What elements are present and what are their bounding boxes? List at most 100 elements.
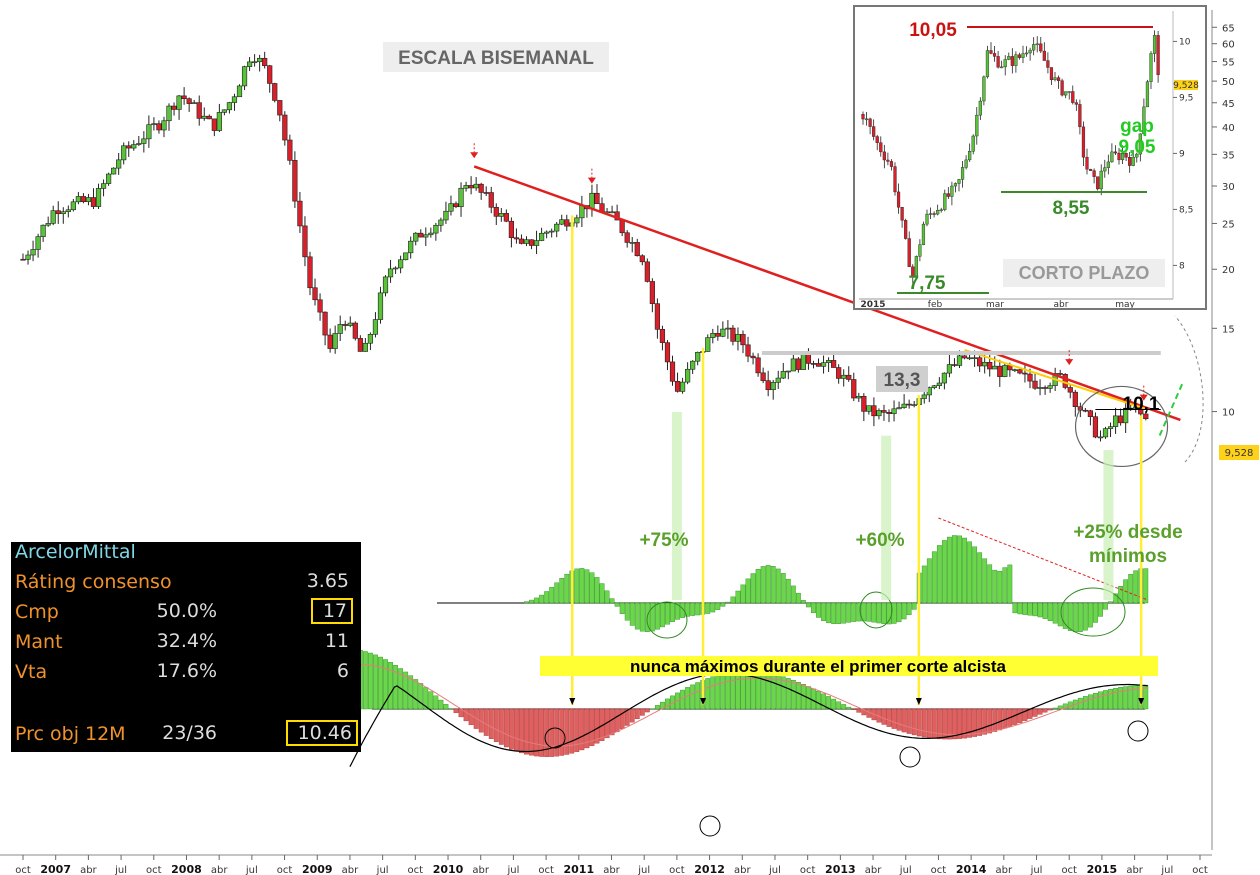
candle: [549, 228, 555, 238]
osc1-bar: [1007, 564, 1013, 604]
candle: [25, 250, 31, 265]
candle: [941, 372, 947, 390]
osc2-bar: [594, 708, 600, 744]
inset-candle: [1110, 143, 1114, 163]
x-tick-label: abr: [603, 865, 620, 875]
osc2-bar: [926, 708, 932, 739]
candle: [156, 120, 162, 134]
osc2-cross-circle: [544, 727, 566, 749]
candle: [715, 325, 721, 341]
osc1-bar: [1057, 602, 1063, 627]
x-axis: oct 2007 abr jul oct 2008 abr jul oct 2009 abr jul o…: [0, 854, 1212, 875]
osc1-bar: [539, 594, 544, 604]
chart-title: ESCALA BISEMANAL: [398, 48, 594, 69]
candle: [1022, 364, 1028, 383]
osc1-bar: [992, 569, 998, 604]
gain-75-label: +75%: [639, 530, 688, 551]
candle: [755, 353, 761, 377]
candle: [679, 377, 686, 394]
osc1-bar: [821, 602, 826, 622]
osc1-bar: [1042, 602, 1048, 619]
candle: [413, 232, 419, 246]
osc2-bar: [524, 708, 529, 755]
inset-candle: [1117, 147, 1121, 165]
osc2-bar: [831, 698, 837, 710]
inset-candle: [911, 264, 915, 285]
osc1-bar: [720, 602, 726, 607]
candle: [398, 255, 404, 274]
candle: [634, 238, 640, 257]
osc1-bar: [554, 582, 560, 604]
osc1-bar: [952, 535, 957, 604]
candle: [35, 233, 41, 258]
inset-candle: [1156, 31, 1160, 83]
inset-candle: [1049, 67, 1054, 85]
x-tick-label: abr: [865, 865, 882, 875]
y-tick-label: 10: [1222, 408, 1235, 419]
candle: [408, 236, 414, 259]
y-tick-label: 60: [1222, 40, 1235, 51]
candle: [866, 405, 872, 415]
candlestick-series: [20, 51, 1149, 442]
candle: [720, 321, 726, 338]
osc1-bar: [1098, 602, 1103, 617]
candle: [387, 259, 394, 283]
osc2-bar: [655, 705, 660, 710]
candle: [161, 116, 167, 138]
osc1-bar: [624, 602, 630, 621]
row-mant-label: Mant: [15, 631, 63, 653]
osc1-bar: [670, 602, 675, 622]
osc2-bar: [977, 708, 983, 736]
inset-candle: [1046, 52, 1050, 74]
candle: [428, 227, 434, 238]
osc1-bar: [941, 540, 947, 604]
row-vta-label: Vta: [15, 661, 48, 683]
rating-value: 3.65: [306, 570, 349, 592]
signal-arrow: [700, 698, 707, 705]
osc2-bar: [634, 708, 640, 720]
candle: [513, 228, 520, 244]
candle: [997, 359, 1003, 387]
osc1-bar: [544, 591, 550, 604]
candle: [654, 298, 661, 339]
candle: [659, 325, 666, 351]
candle: [100, 179, 107, 197]
osc2-bar: [987, 708, 993, 734]
inset-level-high: 10,05: [909, 20, 957, 41]
osc1-bar: [614, 602, 620, 607]
osc2-cross-circle: [899, 746, 921, 768]
candle: [337, 315, 343, 342]
inset-candle: [868, 117, 872, 135]
candle: [710, 328, 716, 344]
osc2-bar: [483, 708, 489, 736]
candle: [267, 64, 273, 93]
x-tick-label: abr: [1126, 865, 1143, 875]
osc1-bar: [997, 571, 1003, 604]
candle: [307, 251, 313, 296]
candle: [292, 151, 298, 209]
candle: [1087, 409, 1094, 426]
osc2-bar: [1042, 708, 1048, 713]
inset-candle: [1035, 36, 1039, 53]
inset-candle: [861, 111, 865, 125]
osc2-bar: [418, 683, 424, 710]
inset-candle: [1074, 99, 1078, 111]
osc1-bar: [594, 577, 600, 604]
osc2-bar: [383, 659, 388, 710]
osc2-bar: [685, 687, 691, 710]
osc2-bar: [836, 701, 842, 710]
inset-candle: [882, 144, 886, 169]
inset-x-tick: may: [1115, 300, 1135, 308]
x-tick-label: abr: [80, 865, 97, 875]
candle: [931, 384, 937, 390]
osc1-bar: [911, 602, 917, 610]
osc1-circle: [1060, 587, 1126, 637]
osc1-bar: [871, 602, 877, 623]
inset-y-tick: 8: [1179, 261, 1185, 271]
inset-candle: [1003, 55, 1007, 76]
osc2-bar: [549, 708, 555, 757]
candle: [669, 355, 676, 386]
osc2-bar: [559, 708, 565, 756]
osc2-bar: [695, 682, 701, 710]
inset-candle: [1145, 79, 1150, 108]
